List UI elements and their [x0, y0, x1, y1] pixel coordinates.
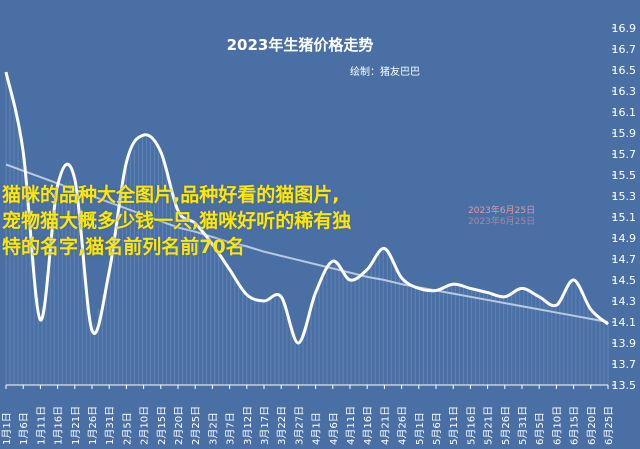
y-tick-label: 14.7: [612, 253, 637, 266]
x-tick-label: 2月25日: [190, 406, 202, 445]
y-tick-label: 16.9: [612, 22, 637, 35]
x-tick-label: 6月15日: [569, 406, 581, 445]
x-tick-label: 1月6日: [18, 412, 30, 445]
x-tick-label: 6月25日: [603, 406, 615, 445]
y-tick-label: 15.3: [612, 190, 637, 203]
y-tick-label: 13.5: [612, 379, 637, 392]
stamp-line-2: 2023年6月25日: [468, 217, 536, 227]
date-stamp: 2023年6月25日 2023年6月25日: [468, 206, 535, 228]
chart-credit: 绘制：猪友巴巴: [350, 67, 420, 78]
x-tick-label: 1月21日: [70, 406, 82, 445]
y-tick-label: 15.5: [612, 169, 637, 182]
x-tick-label: 5月31日: [517, 406, 529, 445]
x-tick-label: 3月27日: [293, 406, 305, 445]
x-tick-label: 1月11日: [35, 406, 47, 445]
x-tick-label: 6月20日: [586, 406, 598, 445]
y-tick-label: 16.7: [612, 43, 637, 56]
trend-series: [5, 163, 609, 323]
x-tick-label: 2月20日: [173, 406, 185, 445]
x-tick-label: 3月17日: [259, 406, 271, 445]
x-tick-label: 6月5日: [534, 412, 546, 445]
x-tick-label: 1月16日: [53, 406, 65, 445]
y-tick-label: 14.9: [612, 232, 637, 245]
x-tick-label: 4月11日: [345, 406, 357, 445]
x-tick-label: 4月16日: [362, 406, 374, 445]
y-tick-label: 14.5: [612, 274, 637, 287]
x-tick-label: 4月6日: [328, 412, 340, 445]
x-tick-label: 3月12日: [242, 406, 254, 445]
x-tick-label: 5月21日: [483, 406, 495, 445]
y-tick-label: 13.7: [612, 358, 637, 371]
x-tick-label: 2月10日: [139, 406, 151, 445]
y-tick-label: 16.5: [612, 64, 637, 77]
x-tick-label: 3月2日: [207, 412, 219, 445]
overlay-line-3: 特的名字,猫名前列名前70名: [2, 236, 245, 258]
price-series: [4, 71, 609, 345]
price-line: [4, 71, 609, 345]
y-tick-label: 13.9: [612, 337, 637, 350]
x-tick-label: 5月6日: [431, 412, 443, 445]
x-tick-label: 4月1日: [311, 412, 323, 445]
overlay-line-2: 宠物猫大概多少钱一只,猫咪好听的稀有独: [2, 210, 352, 232]
y-tick-label: 16.1: [612, 106, 637, 119]
y-tick-label: 15.1: [612, 211, 637, 224]
y-axis: 13.5 13.7 13.9 14.1 14.3 14.5 14.7 14.9 15.1 15.3…: [612, 22, 637, 392]
y-tick-label: 15.7: [612, 148, 637, 161]
x-axis: 1月1日 1月6日 1月11日 1月16日 1月21日 1月26日 1月31日 2月5日 2月1…: [1, 384, 615, 445]
x-tick-label: 3月22日: [276, 406, 288, 445]
x-tick-label: 5月11日: [448, 406, 460, 445]
y-tick-label: 16.3: [612, 85, 637, 98]
stamp-line-1: 2023年6月25日: [468, 206, 536, 216]
y-tick-label: 14.3: [612, 295, 637, 308]
x-tick-label: 2月5日: [121, 412, 133, 445]
chart-title: 2023年生猪价格走势: [226, 36, 374, 54]
x-tick-label: 3月7日: [225, 412, 237, 445]
x-tick-label: 5月16日: [465, 406, 477, 445]
overlay-watermark: 猫咪的品种大全图片,品种好看的猫图片, 宠物猫大概多少钱一只,猫咪好听的稀有独 …: [2, 182, 602, 260]
x-tick-label: 5月26日: [500, 406, 512, 445]
x-tick-label: 1月31日: [104, 406, 116, 445]
x-tick-label: 4月26日: [397, 406, 409, 445]
x-tick-label: 4月21日: [379, 406, 391, 445]
x-tick-label: 1月1日: [1, 412, 13, 445]
vertical-bars: [5, 72, 609, 385]
trend-line: [5, 163, 609, 323]
x-tick-label: 5月1日: [414, 412, 426, 445]
x-tick-label: 1月26日: [87, 406, 99, 445]
x-tick-label: 2月15日: [156, 406, 168, 445]
x-tick-label: 6月10日: [551, 406, 563, 445]
y-tick-label: 15.9: [612, 127, 637, 140]
y-tick-label: 14.1: [612, 316, 637, 329]
overlay-line-1: 猫咪的品种大全图片,品种好看的猫图片,: [2, 184, 340, 206]
